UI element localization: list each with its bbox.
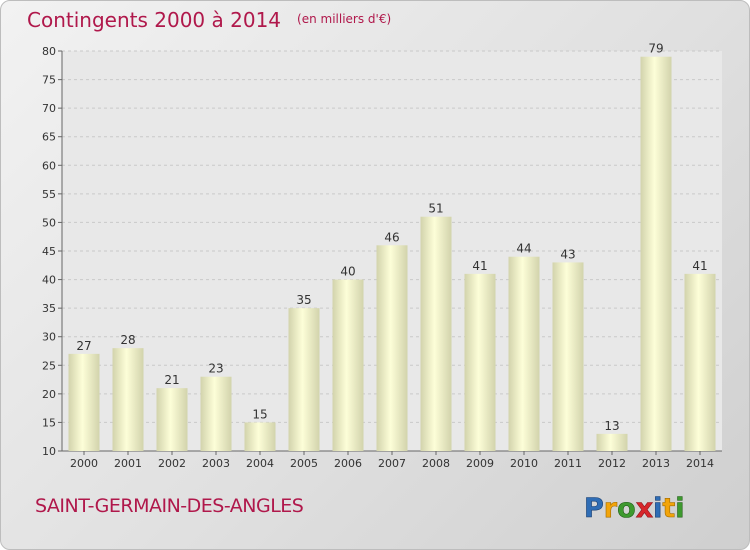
bar	[640, 56, 672, 451]
data-label: 79	[648, 42, 663, 56]
x-tick-label: 2011	[554, 457, 582, 470]
bar	[68, 353, 100, 451]
y-tick-label: 30	[42, 331, 56, 344]
data-label: 23	[208, 362, 223, 376]
data-label: 13	[604, 419, 619, 433]
chart-title-text: Contingents 2000 à 2014	[27, 8, 282, 32]
y-tick-label: 45	[42, 245, 56, 258]
data-label: 41	[692, 259, 707, 273]
data-label: 28	[120, 333, 135, 347]
data-label: 27	[76, 339, 91, 353]
x-tick-label: 2013	[642, 457, 670, 470]
bar	[464, 273, 496, 451]
data-label: 51	[428, 202, 443, 216]
data-label: 21	[164, 373, 179, 387]
x-tick-label: 2003	[202, 457, 230, 470]
data-label: 41	[472, 259, 487, 273]
x-tick-label: 2010	[510, 457, 538, 470]
y-tick-label: 40	[42, 274, 56, 287]
bar	[112, 348, 144, 451]
proxiti-logo: Proxiti	[584, 493, 685, 524]
bar	[332, 279, 364, 451]
x-tick-label: 2012	[598, 457, 626, 470]
chart-title: Contingents 2000 à 2014 (en milliers d'€)	[27, 8, 391, 32]
chart-unit-label: (en milliers d'€)	[297, 12, 392, 26]
y-tick-label: 60	[42, 159, 56, 172]
y-tick-label: 50	[42, 216, 56, 229]
bar	[508, 256, 540, 451]
bar	[552, 262, 584, 451]
bar	[376, 245, 408, 451]
bar	[684, 273, 716, 451]
x-tick-label: 2006	[334, 457, 362, 470]
y-tick-label: 15	[42, 416, 56, 429]
y-tick-label: 25	[42, 359, 56, 372]
y-tick-label: 10	[42, 445, 56, 458]
x-tick-label: 2004	[246, 457, 274, 470]
bar	[156, 388, 188, 451]
commune-name: SAINT-GERMAIN-DES-ANGLES	[35, 495, 304, 517]
y-tick-label: 75	[42, 74, 56, 87]
y-tick-label: 35	[42, 302, 56, 315]
x-tick-label: 2002	[158, 457, 186, 470]
svg-text:Proxiti: Proxiti	[584, 493, 685, 524]
data-label: 15	[252, 407, 267, 421]
x-tick-label: 2009	[466, 457, 494, 470]
data-label: 46	[384, 230, 399, 244]
bar	[288, 308, 320, 451]
y-tick-label: 80	[42, 45, 56, 58]
bar	[596, 433, 628, 451]
x-tick-label: 2005	[290, 457, 318, 470]
x-tick-label: 2007	[378, 457, 406, 470]
data-label: 44	[516, 242, 531, 256]
x-tick-label: 2000	[70, 457, 98, 470]
y-tick-label: 70	[42, 102, 56, 115]
bar	[420, 216, 452, 451]
x-tick-label: 2008	[422, 457, 450, 470]
y-tick-label: 65	[42, 131, 56, 144]
data-label: 43	[560, 247, 575, 261]
bar	[200, 376, 232, 451]
y-tick-label: 20	[42, 388, 56, 401]
x-tick-label: 2001	[114, 457, 142, 470]
data-label: 40	[340, 265, 355, 279]
bar	[244, 422, 276, 451]
x-tick-label: 2014	[686, 457, 714, 470]
data-label: 35	[296, 293, 311, 307]
y-tick-label: 55	[42, 188, 56, 201]
